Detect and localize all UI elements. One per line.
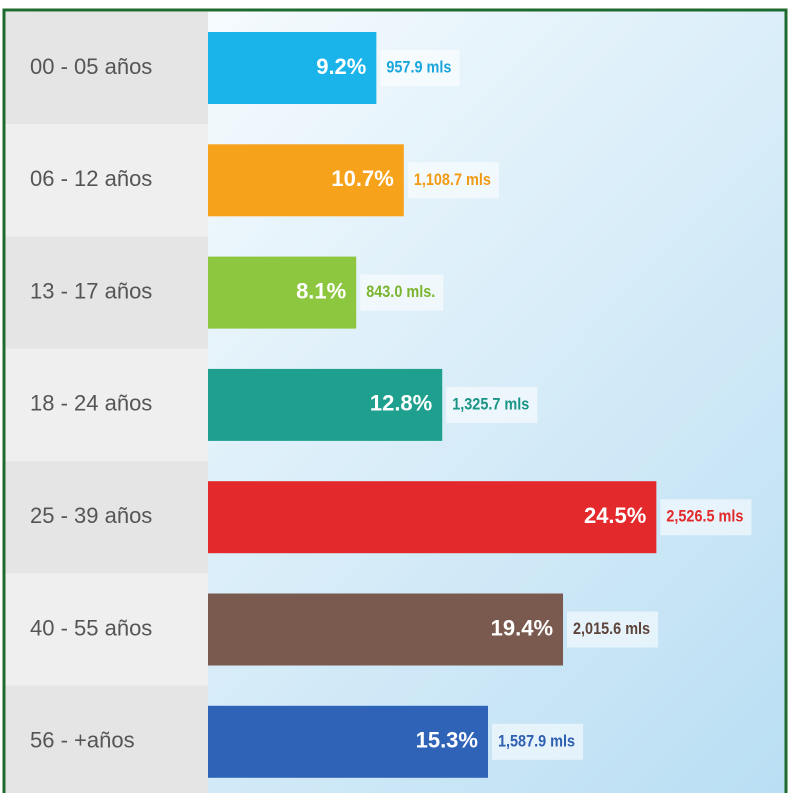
category-label: 40 - 55 años [30, 615, 152, 640]
value-label: 19.4% [491, 615, 553, 640]
category-label: 06 - 12 años [30, 166, 152, 191]
category-label: 18 - 24 años [30, 391, 152, 416]
value-label: 12.8% [370, 391, 432, 416]
value-label: 15.3% [416, 728, 478, 753]
bar [208, 256, 357, 329]
population-label-bg [446, 386, 538, 423]
population-label: 1,108.7 mls [414, 171, 491, 189]
population-label: 2,526.5 mls [666, 508, 743, 526]
row-stripe [5, 11, 208, 125]
category-label: 25 - 39 años [30, 503, 152, 528]
row-stripe [5, 236, 208, 349]
population-label-bg [660, 499, 752, 536]
row-stripe [5, 685, 208, 798]
bar [208, 368, 443, 441]
population-label: 843.0 mls. [366, 283, 435, 301]
population-label-bg [407, 162, 499, 199]
population-label: 2,015.6 mls [573, 620, 650, 638]
category-label: 56 - +años [30, 728, 135, 753]
population-label: 957.9 mls [386, 58, 451, 76]
category-label: 00 - 05 años [30, 54, 152, 79]
row-stripe [5, 124, 208, 237]
row-stripe [5, 348, 208, 462]
population-label-bg [491, 723, 584, 760]
row-stripe [5, 573, 208, 686]
row-stripe [5, 461, 208, 574]
value-label: 8.1% [296, 278, 346, 303]
bar [208, 593, 564, 666]
value-label: 10.7% [331, 166, 393, 191]
value-label: 24.5% [584, 503, 646, 528]
bar [208, 481, 657, 554]
bar [208, 32, 377, 104]
value-label: 9.2% [316, 54, 366, 79]
bar [208, 705, 488, 778]
bar [208, 144, 404, 217]
population-label: 1,587.9 mls [498, 732, 575, 750]
population-label-bg [380, 50, 460, 86]
population-label-bg [360, 274, 444, 311]
category-label: 13 - 17 años [30, 278, 152, 303]
plot: 00 - 05 años 9.2% 957.9 mls 06 - 12 años 10.… [5, 11, 752, 798]
population-label: 1,325.7 mls [452, 395, 529, 413]
population-label-bg [567, 611, 659, 648]
